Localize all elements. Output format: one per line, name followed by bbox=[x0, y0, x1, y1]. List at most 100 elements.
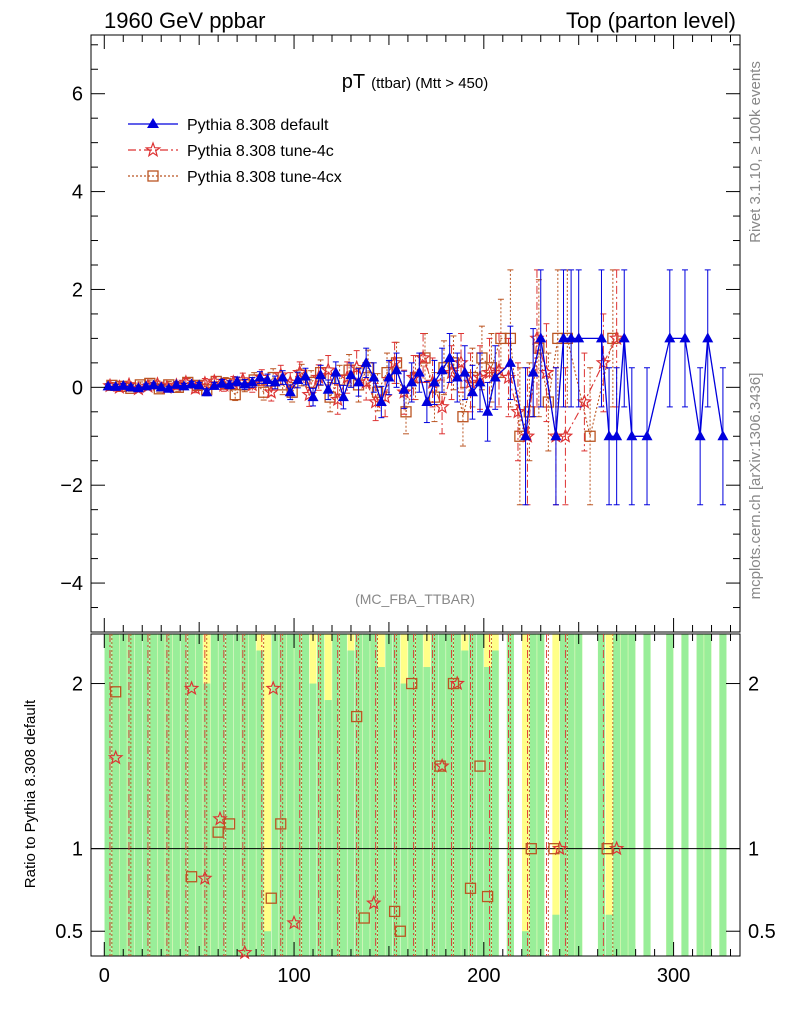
legend-marker-triangle bbox=[147, 118, 159, 128]
ratio-point-square bbox=[525, 843, 537, 855]
plot-title-sub: (ttbar) (Mtt > 450) bbox=[371, 75, 488, 92]
plot-title: pT (ttbar) (Mtt > 450) bbox=[342, 71, 488, 93]
main-plot-frame bbox=[90, 34, 741, 633]
ratio-y-tick-label-left: 0.5 bbox=[55, 921, 83, 943]
ratio-band-green bbox=[476, 634, 484, 956]
ratio-band-green bbox=[256, 650, 264, 956]
ratio-band-green bbox=[225, 634, 234, 956]
ratio-point-square bbox=[275, 818, 287, 830]
ratio-band-green bbox=[522, 931, 530, 956]
y-tick-label: −2 bbox=[60, 475, 83, 497]
data-point-star bbox=[453, 354, 469, 370]
ratio-band-green bbox=[347, 650, 355, 956]
ratio-point-square bbox=[212, 826, 224, 838]
ratio-band-green bbox=[286, 634, 294, 956]
ratio-band-green bbox=[218, 634, 226, 956]
analysis-tag: (MC_FBA_TTBAR) bbox=[355, 591, 475, 607]
data-point-triangle bbox=[595, 332, 607, 343]
ratio-series-square bbox=[110, 677, 613, 937]
ratio-point-square bbox=[110, 686, 122, 698]
ratio-band-green bbox=[537, 634, 545, 956]
ratio-band-green bbox=[112, 634, 120, 956]
ratio-point-square bbox=[388, 905, 401, 918]
data-point-triangle bbox=[299, 370, 311, 381]
data-point-triangle bbox=[421, 396, 433, 407]
ratio-band-green bbox=[362, 634, 370, 956]
ratio-y-tick-label-left: 1 bbox=[72, 839, 83, 861]
ratio-y-tick-label-right: 2 bbox=[748, 674, 759, 696]
ratio-point-square bbox=[447, 677, 460, 690]
ratio-band-green bbox=[271, 634, 279, 956]
ratio-band-green bbox=[263, 931, 272, 956]
ratio-point-square bbox=[406, 677, 418, 690]
ratio-band-green bbox=[453, 634, 461, 956]
ratio-point-star bbox=[265, 680, 281, 696]
ratio-plot-marks bbox=[107, 634, 625, 960]
data-point-triangle bbox=[664, 332, 676, 343]
data-point-triangle bbox=[125, 381, 137, 392]
ratio-y-tick-label-right: 0.5 bbox=[748, 921, 776, 943]
y-tick-label: 4 bbox=[72, 182, 83, 204]
data-point-triangle bbox=[170, 378, 182, 389]
data-point-star bbox=[462, 374, 479, 390]
ratio-band-green bbox=[628, 634, 636, 956]
mcplots-label: mcplots.cern.ch [arXiv:1306.3436] bbox=[747, 373, 764, 600]
legend-entry-tune4c: Pythia 8.308 tune-4c bbox=[128, 141, 334, 160]
ratio-point-square bbox=[394, 925, 406, 937]
ratio-band-yellow bbox=[263, 634, 272, 956]
rivet-version-label: Rivet 3.1.10, ≥ 100k events bbox=[747, 61, 764, 243]
ratio-y-tick-label-left: 2 bbox=[72, 674, 83, 696]
ratio-point-square bbox=[481, 890, 494, 903]
data-point-triangle bbox=[353, 376, 365, 387]
data-point-square bbox=[457, 411, 469, 423]
legend-marker-square bbox=[147, 170, 159, 182]
data-point-triangle bbox=[345, 369, 357, 380]
data-point-triangle bbox=[413, 366, 425, 377]
ratio-band-green bbox=[339, 634, 347, 956]
header-right: Top (parton level) bbox=[566, 8, 736, 33]
ratio-band-green bbox=[324, 700, 332, 956]
plot-title-main: pT bbox=[342, 71, 365, 93]
ratio-band-green bbox=[400, 683, 408, 956]
data-point-triangle bbox=[284, 386, 296, 397]
ratio-band-green bbox=[385, 634, 393, 956]
ratio-band-yellow bbox=[552, 634, 560, 956]
data-point-star bbox=[415, 349, 431, 365]
ratio-excursions-square bbox=[111, 634, 614, 956]
data-point-triangle bbox=[231, 375, 243, 386]
x-tick-label: 0 bbox=[99, 965, 110, 987]
data-point-star bbox=[443, 364, 460, 380]
y-tick-label: 6 bbox=[72, 84, 83, 106]
ratio-point-star bbox=[107, 749, 124, 765]
main-plot-marks bbox=[102, 269, 729, 506]
ratio-band-green bbox=[180, 634, 188, 956]
x-tick-label: 300 bbox=[657, 965, 690, 987]
data-point-star bbox=[576, 393, 593, 409]
ratio-point-star bbox=[212, 810, 228, 826]
data-point-triangle bbox=[391, 364, 403, 375]
data-point-triangle bbox=[186, 378, 198, 389]
ratio-band-green bbox=[104, 634, 112, 956]
data-point-triangle bbox=[292, 373, 304, 384]
ratio-band-green bbox=[613, 634, 621, 956]
data-point-triangle bbox=[444, 351, 456, 362]
ratio-band-green bbox=[423, 667, 431, 956]
ratio-point-square bbox=[351, 710, 363, 723]
ratio-band-green bbox=[438, 634, 446, 956]
ratio-point-square bbox=[185, 871, 198, 883]
legend-label-tune4c: Pythia 8.308 tune-4c bbox=[187, 143, 334, 160]
ratio-band-green bbox=[575, 634, 583, 956]
data-point-triangle bbox=[520, 430, 532, 441]
header-left: 1960 GeV ppbar bbox=[104, 8, 265, 33]
ratio-point-square bbox=[265, 892, 277, 904]
data-point-triangle bbox=[504, 356, 516, 367]
data-point-triangle bbox=[307, 391, 319, 402]
ratio-point-star bbox=[236, 944, 253, 960]
ratio-band-green bbox=[134, 634, 142, 956]
ratio-band-green bbox=[567, 634, 575, 956]
data-point-star bbox=[608, 330, 625, 346]
ratio-point-square bbox=[548, 843, 560, 855]
ratio-band-green bbox=[597, 634, 606, 956]
data-point-triangle bbox=[428, 376, 440, 387]
data-point-triangle bbox=[694, 430, 706, 441]
